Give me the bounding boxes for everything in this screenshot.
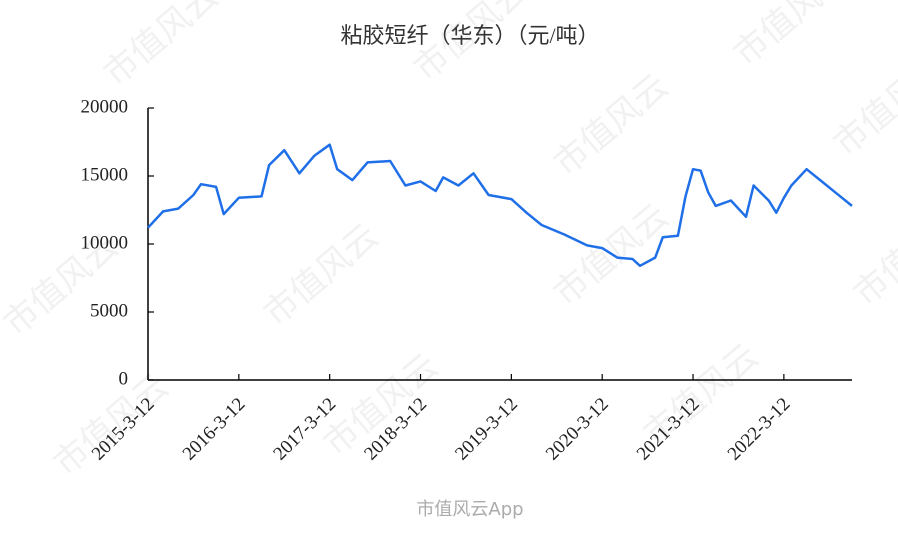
x-tick-label: 2020-3-12 <box>542 394 613 465</box>
x-tick-label: 2019-3-12 <box>451 394 522 465</box>
footer-watermark: 市值风云App <box>416 499 523 520</box>
data-line <box>147 143 853 268</box>
watermark: 市值风云 <box>256 216 386 334</box>
watermark: 市值风云 <box>546 66 676 184</box>
chart-title: 粘胶短纤（华东）（元/吨） <box>340 23 599 48</box>
y-tick-label: 20000 <box>81 96 129 117</box>
watermark: 市值风云 <box>826 46 898 164</box>
y-tick-label: 5000 <box>90 300 128 321</box>
watermark: 市值风云 <box>96 0 226 94</box>
watermark: 市值风云 <box>846 196 898 314</box>
y-tick-label: 15000 <box>81 164 129 185</box>
watermark: 市值风云 <box>726 0 856 74</box>
x-tick-label: 2022-3-12 <box>724 394 795 465</box>
y-tick-label: 10000 <box>81 232 129 253</box>
x-tick-label: 2016-3-12 <box>179 394 250 465</box>
y-tick-label: 0 <box>119 368 129 389</box>
